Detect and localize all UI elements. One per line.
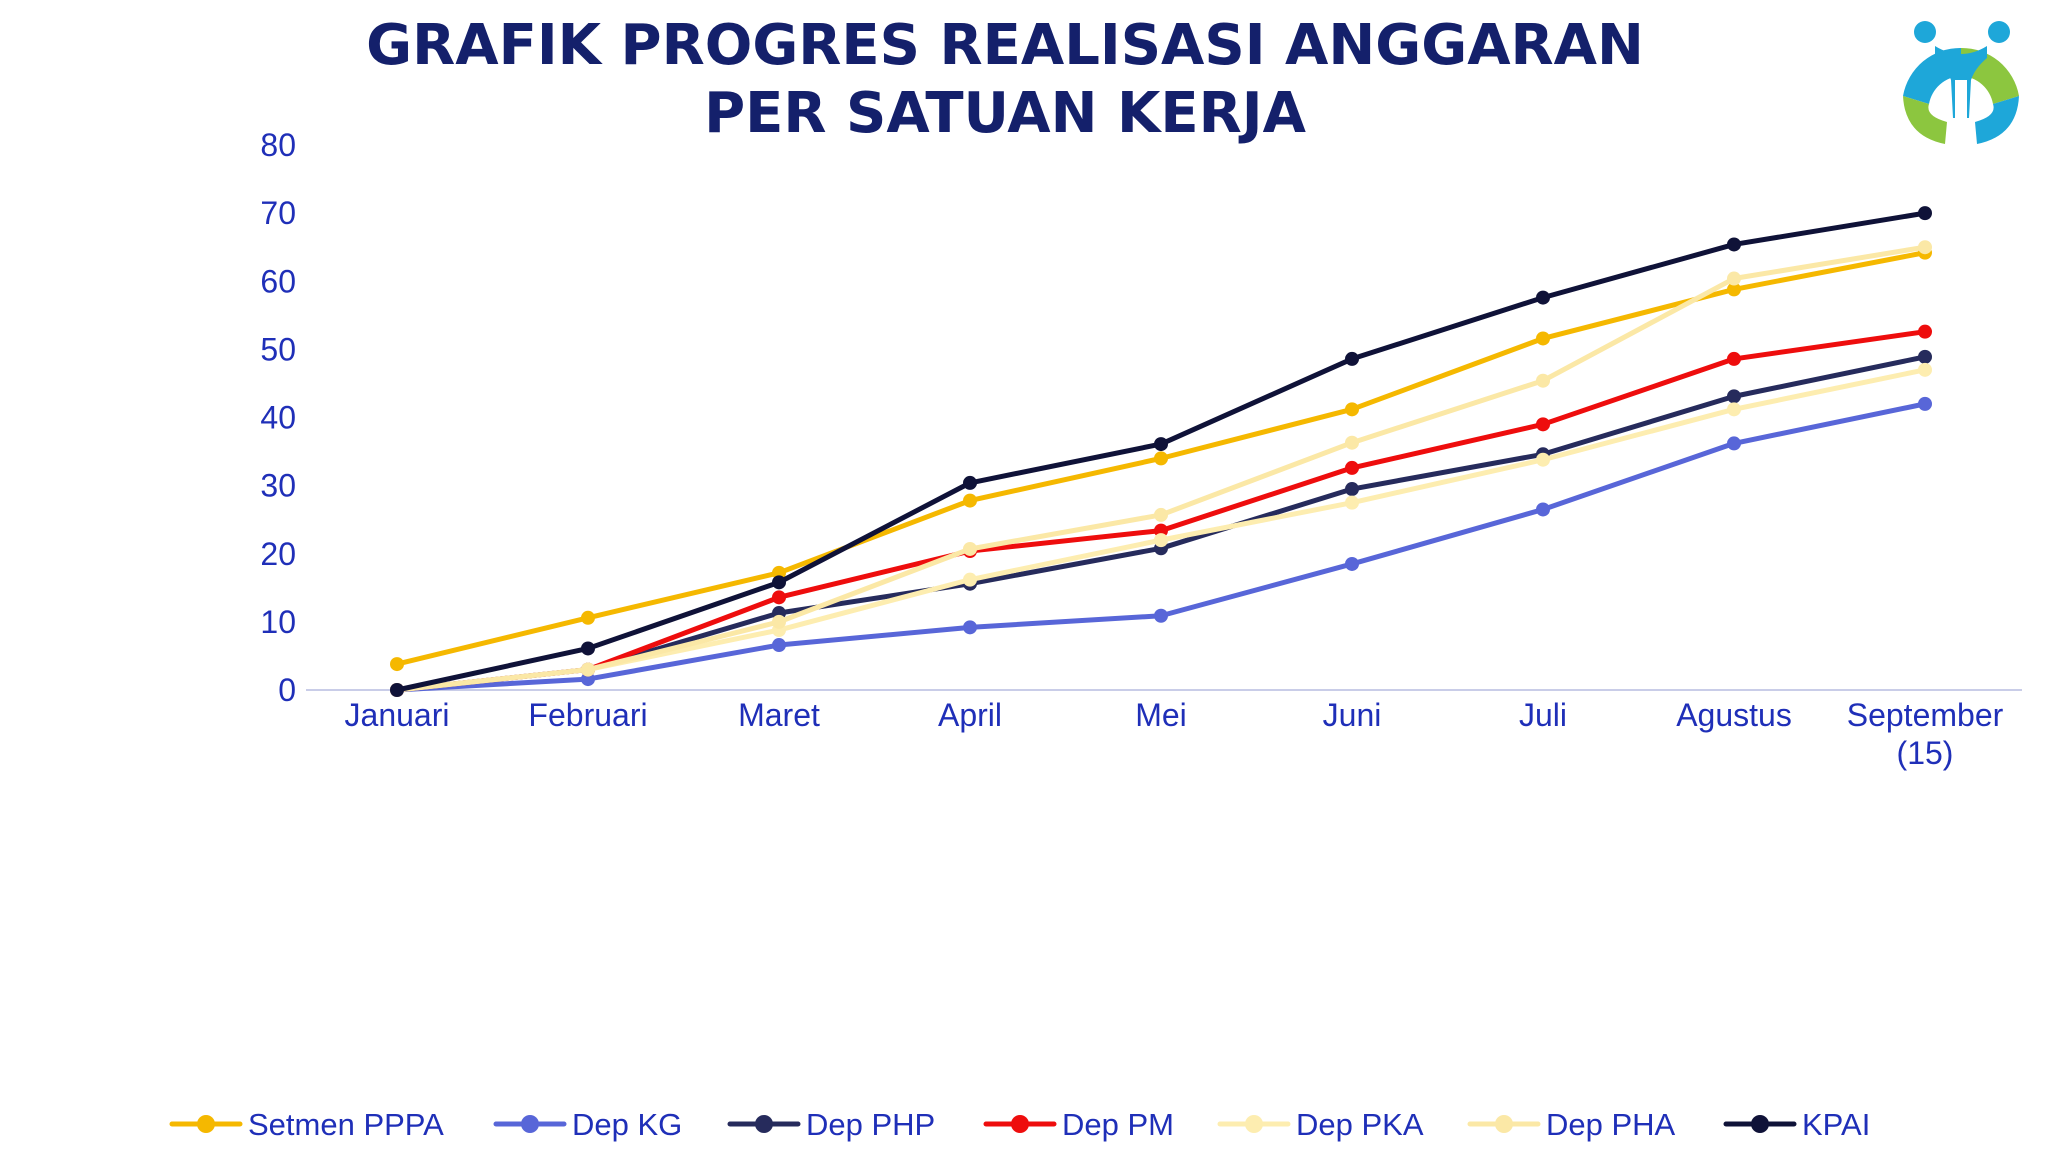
legend-swatch-marker: [755, 1115, 773, 1133]
data-point: [1918, 396, 1932, 411]
data-point: [772, 575, 786, 590]
data-point: [1154, 451, 1168, 466]
data-point: [1727, 271, 1741, 286]
data-point: [1536, 373, 1550, 388]
data-point: [1727, 389, 1741, 404]
x-tick-label: September: [1847, 697, 2004, 733]
y-tick-label: 40: [260, 400, 296, 436]
x-tick-label: Januari: [345, 697, 450, 733]
y-tick-label: 10: [260, 604, 296, 640]
chart-title-line-1: GRAFIK PROGRES REALISASI ANGGARAN: [366, 13, 1644, 78]
data-point: [1727, 282, 1741, 297]
data-point: [390, 683, 404, 697]
legend-swatch-marker: [1495, 1115, 1513, 1133]
legend-label: Dep PHA: [1546, 1107, 1676, 1142]
data-point: [1154, 608, 1168, 623]
data-point: [1154, 437, 1168, 452]
data-point: [772, 614, 786, 629]
data-point: [1154, 533, 1168, 548]
legend-swatch-marker: [1751, 1115, 1769, 1133]
legend-label: Dep PHP: [806, 1107, 935, 1142]
legend-swatch-marker: [521, 1115, 539, 1133]
legend-swatch-marker: [197, 1115, 215, 1133]
data-point: [963, 475, 977, 490]
data-point: [963, 620, 977, 635]
data-point: [1345, 402, 1359, 417]
data-point: [772, 638, 786, 653]
y-tick-label: 60: [260, 263, 296, 299]
legend-label: Dep PM: [1062, 1107, 1174, 1142]
data-point: [1727, 237, 1741, 252]
x-tick-label: Mei: [1135, 697, 1187, 733]
chart-title: GRAFIK PROGRES REALISASI ANGGARAN PER SA…: [0, 12, 2010, 148]
data-point: [1345, 556, 1359, 571]
data-point: [1536, 502, 1550, 517]
data-point: [1345, 435, 1359, 450]
data-point: [1536, 331, 1550, 346]
legend-label: KPAI: [1802, 1107, 1870, 1142]
data-point: [1918, 362, 1932, 377]
x-tick-label: Agustus: [1676, 697, 1792, 733]
legend-label: Setmen PPPA: [248, 1107, 444, 1142]
chart-title-line-2: PER SATUAN KERJA: [704, 81, 1306, 146]
data-point: [1918, 240, 1932, 255]
x-tick-label: Juni: [1323, 697, 1382, 733]
x-tick-label: April: [938, 697, 1002, 733]
legend-swatch-marker: [1245, 1115, 1263, 1133]
data-point: [1918, 324, 1932, 339]
data-point: [1918, 349, 1932, 364]
y-tick-label: 70: [260, 195, 296, 231]
data-point: [1536, 452, 1550, 467]
x-tick-label: Februari: [528, 697, 647, 733]
y-tick-label: 20: [260, 536, 296, 572]
data-point: [581, 662, 595, 677]
y-tick-label: 0: [278, 672, 296, 708]
series-line: [394, 354, 1928, 693]
y-tick-label: 30: [260, 468, 296, 504]
data-point: [772, 590, 786, 605]
x-tick-label: Juli: [1519, 697, 1567, 733]
data-point: [963, 493, 977, 508]
data-point: [1918, 206, 1932, 221]
data-point: [581, 610, 595, 625]
data-point: [1345, 495, 1359, 510]
data-point: [1345, 460, 1359, 475]
data-point: [1154, 507, 1168, 522]
data-point: [1345, 482, 1359, 497]
data-point: [581, 641, 595, 656]
data-point: [390, 657, 404, 672]
family-logo-icon: [1903, 21, 2019, 144]
data-point: [963, 572, 977, 587]
data-point: [1727, 402, 1741, 417]
legend-swatch-marker: [1011, 1115, 1029, 1133]
x-tick-label: (15): [1897, 735, 1954, 771]
data-point: [1727, 351, 1741, 366]
legend-label: Dep KG: [572, 1107, 682, 1142]
x-tick-label: Maret: [738, 697, 820, 733]
legend-label: Dep PKA: [1296, 1107, 1424, 1142]
data-point: [963, 541, 977, 556]
y-tick-label: 80: [260, 127, 296, 163]
data-point: [1536, 290, 1550, 305]
series-line: [394, 244, 1928, 693]
data-point: [1536, 417, 1550, 432]
data-point: [1727, 436, 1741, 451]
data-point: [1345, 351, 1359, 366]
y-tick-label: 50: [260, 331, 296, 367]
